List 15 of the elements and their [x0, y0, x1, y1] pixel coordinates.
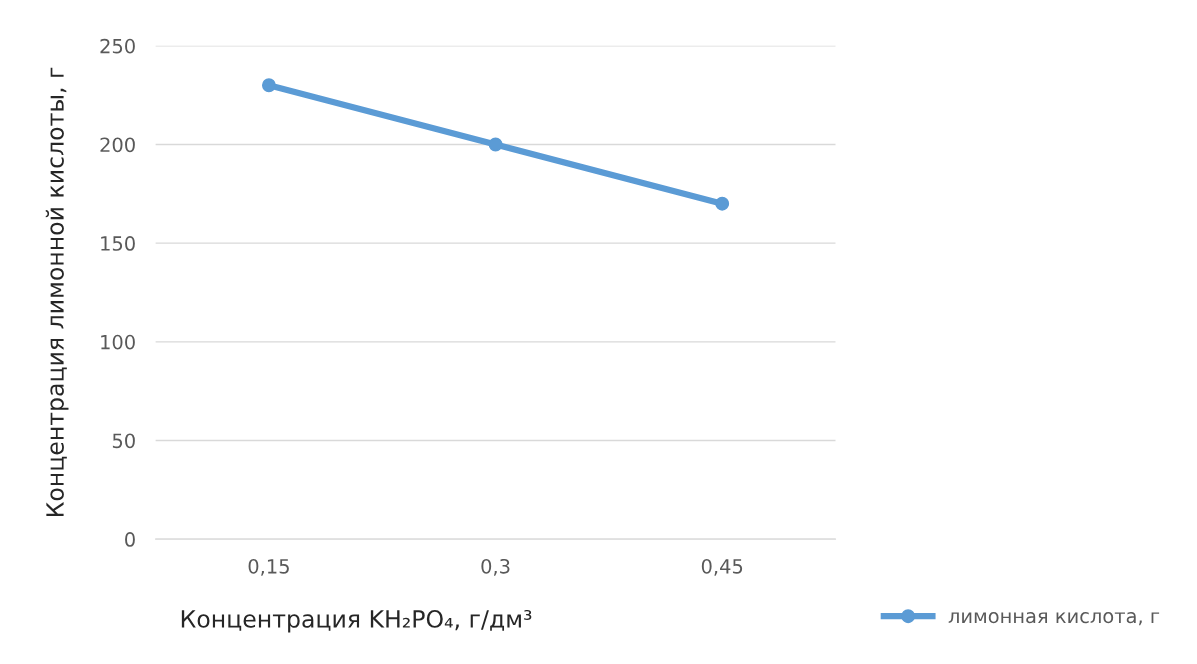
x-tick-label: 0,15	[248, 558, 289, 576]
y-tick-label: 50	[112, 433, 135, 449]
x-axis-title: Концентрация KH₂PO₄, г/дм³	[181, 609, 532, 633]
y-tick-label: 0	[125, 532, 135, 547]
point	[261, 78, 276, 93]
y-tick-label: 150	[101, 236, 135, 251]
point	[488, 137, 503, 152]
point	[715, 196, 730, 211]
x-tick-label: 0,3	[481, 558, 510, 576]
x-tick-label: 0,45	[701, 558, 743, 576]
y-tick-label: 250	[100, 38, 135, 54]
y-tick-label: 200	[100, 137, 135, 153]
y-tick-label: 100	[101, 334, 135, 350]
legend-label: лимонная кислота, г	[948, 612, 1160, 626]
y-axis-title: Концентрация лимонной кислоты, г	[45, 67, 69, 517]
